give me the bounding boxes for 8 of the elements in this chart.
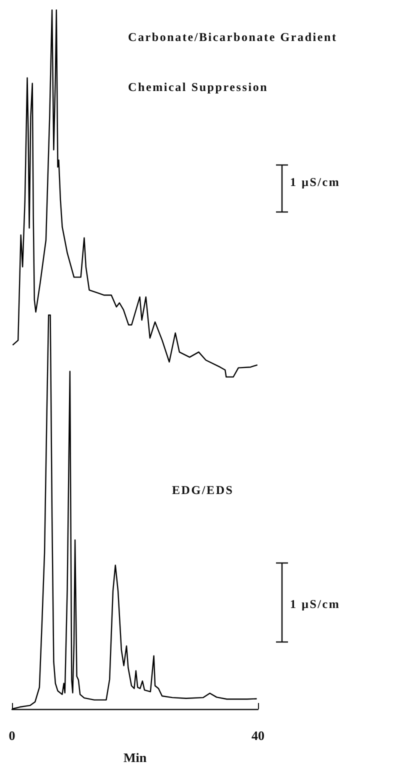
annotation: Carbonate/Bicarbonate Gradient bbox=[128, 30, 338, 45]
x-tick-label: 40 bbox=[252, 728, 264, 743]
x-tick-label: 0 bbox=[8, 728, 16, 743]
annotation: EDG/EDS bbox=[172, 483, 234, 498]
text: 1 μS/cm bbox=[290, 175, 340, 190]
annotation: Chemical Suppression bbox=[128, 80, 268, 95]
x-axis-title: Min bbox=[123, 750, 148, 765]
text: 1 μS/cm bbox=[290, 597, 340, 612]
